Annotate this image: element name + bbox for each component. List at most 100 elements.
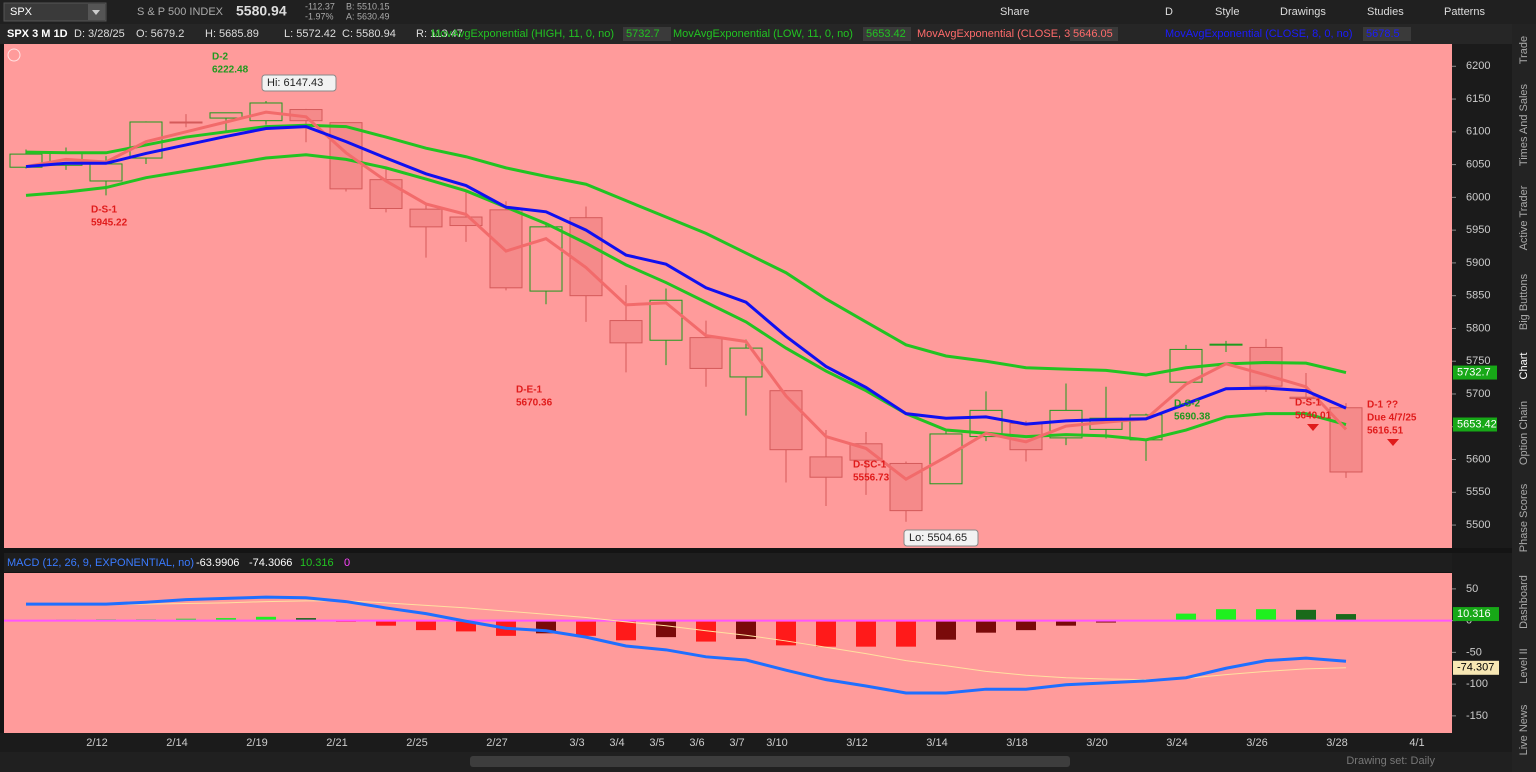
instrument-name: S & P 500 INDEX bbox=[137, 6, 224, 18]
lo-label-box bbox=[903, 529, 979, 547]
symbol[interactable]: SPX bbox=[10, 6, 33, 18]
scroll-thumb[interactable] bbox=[470, 756, 1070, 767]
annotation: D-S-1 bbox=[91, 205, 118, 216]
price-tag bbox=[1453, 417, 1497, 432]
candle-body bbox=[929, 433, 963, 485]
side-tab[interactable]: Live News bbox=[1518, 704, 1530, 755]
macd-header bbox=[4, 553, 1452, 572]
dropdown-arrow bbox=[92, 10, 100, 15]
macd-header-value: 10.316 bbox=[300, 557, 334, 569]
candle-body bbox=[329, 122, 363, 190]
x-tick-label: 3/7 bbox=[729, 737, 744, 749]
line-ema-high bbox=[25, 123, 1347, 377]
histogram-bar bbox=[576, 620, 596, 636]
study-value: 5732.7 bbox=[626, 28, 660, 40]
toolbar-button[interactable]: Style bbox=[1215, 6, 1239, 18]
study-name: MovAvgExponential (CLOSE, 3, 0, no) bbox=[917, 28, 1105, 40]
study-value-box bbox=[623, 27, 671, 41]
histogram-bar bbox=[896, 620, 916, 647]
macd-tag bbox=[1453, 607, 1499, 622]
x-tick-label: 3/14 bbox=[926, 737, 947, 749]
histogram-bar bbox=[1176, 613, 1196, 621]
lo-label: Lo: 5504.65 bbox=[909, 532, 967, 544]
x-tick-label: 2/25 bbox=[406, 737, 427, 749]
candle-body bbox=[369, 179, 403, 210]
y-tick-label: -150 bbox=[1466, 710, 1488, 722]
x-tick-label: 3/20 bbox=[1086, 737, 1107, 749]
study-value-box bbox=[1070, 27, 1118, 41]
side-tab[interactable]: Dashboard bbox=[1518, 575, 1530, 629]
x-tick-label: 3/28 bbox=[1326, 737, 1347, 749]
symbol-box[interactable] bbox=[3, 2, 107, 22]
y-tick-label: -50 bbox=[1466, 646, 1482, 658]
line-avg bbox=[26, 600, 1347, 681]
histogram-bar bbox=[216, 618, 236, 621]
toolbar-button[interactable]: Studies bbox=[1367, 6, 1404, 18]
toolbar-button[interactable]: Patterns bbox=[1444, 6, 1485, 18]
y-tick-label: 5950 bbox=[1466, 224, 1490, 236]
toolbar-button[interactable]: D bbox=[1165, 6, 1173, 18]
x-tick-label: 2/19 bbox=[246, 737, 267, 749]
last-price: 5580.94 bbox=[236, 3, 287, 19]
candle-body bbox=[409, 208, 443, 228]
macd-axis bbox=[1452, 553, 1512, 733]
side-tab[interactable]: Chart bbox=[1518, 353, 1530, 380]
x-tick-label: 3/3 bbox=[569, 737, 584, 749]
macd-panel bbox=[4, 573, 1452, 733]
annotation: 5640.01 bbox=[1295, 411, 1332, 422]
side-tab[interactable]: Option Chain bbox=[1518, 401, 1530, 465]
x-tick-label: 2/27 bbox=[486, 737, 507, 749]
info-icon[interactable] bbox=[7, 48, 21, 62]
histogram-bar bbox=[1256, 609, 1276, 621]
side-tab[interactable]: Level II bbox=[1518, 648, 1530, 683]
annotation: D-E-1 bbox=[516, 385, 543, 396]
histogram-bar bbox=[456, 620, 476, 632]
macd-header-value: 0 bbox=[344, 557, 350, 569]
legend-item: R: 113.47 bbox=[416, 28, 463, 40]
side-tab-bar bbox=[1512, 24, 1536, 772]
histogram-bar bbox=[416, 620, 436, 631]
annotation: D-1 ?? bbox=[1367, 400, 1398, 411]
histogram-bar bbox=[1056, 620, 1076, 626]
x-tick-label: 3/26 bbox=[1246, 737, 1267, 749]
annotation: 5690.38 bbox=[1174, 412, 1211, 423]
side-tab[interactable]: Times And Sales bbox=[1518, 83, 1530, 166]
candle-body bbox=[1209, 343, 1243, 346]
study-value-box bbox=[863, 27, 911, 41]
candle-body bbox=[649, 299, 683, 341]
y-tick-label: 5850 bbox=[1466, 290, 1490, 302]
study-name: MovAvgExponential (CLOSE, 8, 0, no) bbox=[1165, 28, 1353, 40]
histogram-bar bbox=[256, 616, 276, 621]
histogram-bar bbox=[1016, 620, 1036, 631]
annotation: D-2 bbox=[212, 52, 229, 63]
annotation: Due 4/7/25 bbox=[1367, 413, 1417, 424]
side-tab[interactable]: Big Buttons bbox=[1518, 273, 1530, 330]
y-tick-label: 6100 bbox=[1466, 126, 1490, 138]
study-name: MovAvgExponential (HIGH, 11, 0, no) bbox=[431, 28, 614, 40]
side-tab[interactable]: Active Trader bbox=[1518, 185, 1530, 250]
legend-item: L: 5572.42 bbox=[284, 28, 336, 40]
y-tick-label: 5700 bbox=[1466, 388, 1490, 400]
histogram-bar bbox=[976, 620, 996, 633]
price-tag-label: 5653.42 bbox=[1457, 418, 1497, 430]
side-tab[interactable]: Trade bbox=[1518, 36, 1530, 64]
annotation: D-S-1 bbox=[1295, 398, 1322, 409]
x-tick-label: 3/4 bbox=[609, 737, 624, 749]
drawing-set[interactable]: Drawing set: Daily bbox=[1346, 755, 1435, 767]
toolbar-button[interactable]: Share bbox=[1000, 6, 1029, 18]
price-tag-label: 5732.7 bbox=[1457, 366, 1491, 378]
legend-item: O: 5679.2 bbox=[136, 28, 184, 40]
toolbar-button[interactable]: Drawings bbox=[1280, 6, 1326, 18]
study-value: 5646.05 bbox=[1073, 28, 1113, 40]
y-tick-label: 6200 bbox=[1466, 60, 1490, 72]
signal-arrow bbox=[1387, 439, 1399, 446]
histogram-bar bbox=[296, 618, 316, 621]
y-tick-label: 5600 bbox=[1466, 453, 1490, 465]
side-tab[interactable]: Phase Scores bbox=[1518, 483, 1530, 552]
x-tick-label: 3/18 bbox=[1006, 737, 1027, 749]
candle-body bbox=[609, 320, 643, 344]
annotation: D-SC-1 bbox=[853, 460, 887, 471]
annotation: D-S-2 bbox=[1174, 399, 1201, 410]
x-tick-label: 3/6 bbox=[689, 737, 704, 749]
